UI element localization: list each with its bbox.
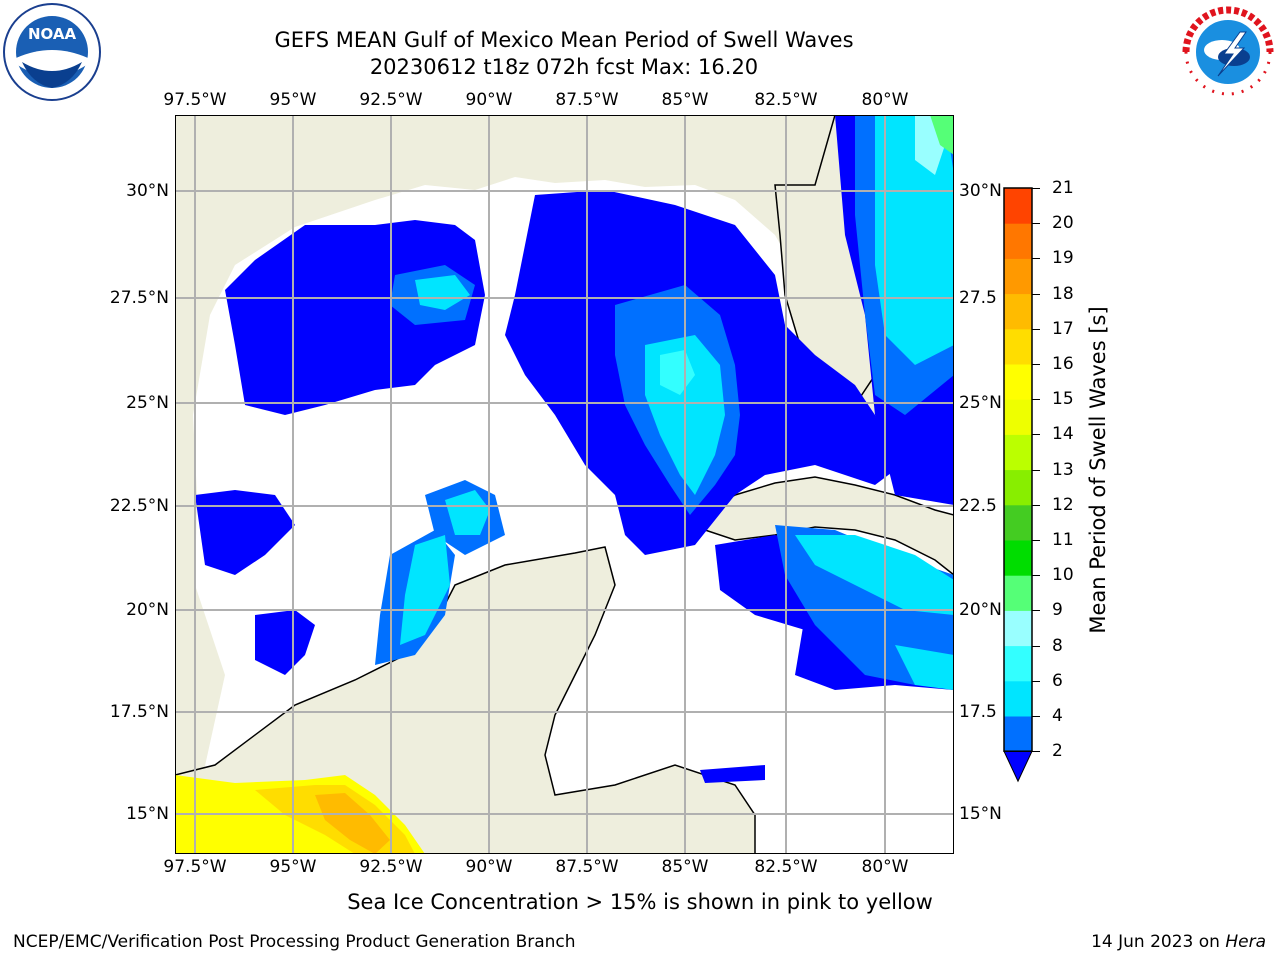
noaa-logo: NOAA bbox=[2, 2, 102, 106]
colorbar-segment bbox=[1004, 293, 1032, 330]
colorbar-segment bbox=[1004, 328, 1032, 365]
lon-tick-top: 87.5°W bbox=[555, 90, 619, 110]
graticule bbox=[175, 115, 954, 854]
colorbar-tick bbox=[1032, 188, 1040, 189]
footer-host: Hera bbox=[1225, 932, 1266, 952]
lon-tick-top: 90°W bbox=[465, 90, 513, 110]
colorbar-tick bbox=[1032, 540, 1040, 541]
colorbar-segment bbox=[1004, 504, 1032, 541]
lat-tick-left: 17.5°N bbox=[109, 702, 169, 722]
colorbar-segment bbox=[1004, 645, 1032, 682]
lat-tick-right: 25°N bbox=[959, 393, 1002, 413]
colorbar-segment bbox=[1004, 610, 1032, 647]
colorbar-segment bbox=[1004, 469, 1032, 506]
lon-tick-top: 82.5°W bbox=[754, 90, 818, 110]
colorbar-tick bbox=[1032, 645, 1040, 647]
colorbar-segment bbox=[1004, 575, 1032, 611]
colorbar-segment bbox=[1004, 680, 1032, 717]
lon-tick-bottom: 97.5°W bbox=[163, 857, 227, 877]
colorbar-label: 4 bbox=[1052, 706, 1063, 726]
colorbar-label: 10 bbox=[1052, 565, 1074, 586]
colorbar-label: 20 bbox=[1052, 213, 1074, 234]
colorbar-label: 2 bbox=[1052, 741, 1063, 762]
colorbar-title: Mean Period of Swell Waves [s] bbox=[1086, 306, 1110, 634]
colorbar-label: 11 bbox=[1052, 530, 1074, 550]
lat-tick-left: 22.5°N bbox=[109, 496, 169, 516]
lat-tick-right: 27.5 bbox=[959, 288, 997, 308]
colorbar-label: 8 bbox=[1052, 635, 1063, 656]
colorbar-segment bbox=[1004, 716, 1032, 752]
colorbar-label: 19 bbox=[1052, 248, 1074, 269]
colorbar-label: 13 bbox=[1052, 459, 1074, 480]
colorbar-segment bbox=[1004, 223, 1032, 259]
swell-period-field bbox=[195, 115, 954, 783]
lon-tick-top: 95°W bbox=[269, 90, 317, 110]
map-title: GEFS MEAN Gulf of Mexico Mean Period of … bbox=[274, 28, 854, 52]
colorbar-segment bbox=[1004, 364, 1032, 400]
yucatan-land bbox=[175, 546, 756, 854]
colorbar-tick bbox=[1032, 751, 1040, 753]
colorbar-label: 16 bbox=[1052, 354, 1074, 374]
lat-tick-left: 20°N bbox=[126, 600, 169, 620]
footer-date: 14 Jun 2023 on Hera bbox=[1091, 932, 1266, 952]
colorbar-segment bbox=[1004, 188, 1032, 224]
colorbar-label: 12 bbox=[1052, 494, 1074, 515]
lat-tick-left: 25°N bbox=[126, 393, 169, 413]
lon-tick-bottom: 95°W bbox=[269, 857, 317, 877]
colorbar-label: 14 bbox=[1052, 424, 1074, 445]
cuba-land bbox=[699, 476, 954, 576]
colorbar-tick bbox=[1032, 469, 1040, 471]
lon-tick-bottom: 80°W bbox=[861, 857, 909, 877]
colorbar-tick bbox=[1032, 434, 1040, 436]
lon-tick-bottom: 85°W bbox=[661, 857, 709, 877]
lon-tick-bottom: 87.5°W bbox=[555, 857, 619, 877]
colorbar-tick bbox=[1032, 293, 1040, 295]
lat-tick-right: 15°N bbox=[959, 804, 1002, 824]
lon-tick-top: 85°W bbox=[661, 90, 709, 110]
colorbar-label: 15 bbox=[1052, 389, 1074, 410]
colorbar-segment bbox=[1004, 434, 1032, 471]
gulf-of-mexico-map bbox=[175, 115, 954, 854]
colorbar-label: 21 bbox=[1052, 178, 1074, 198]
lat-tick-left: 27.5°N bbox=[109, 288, 169, 308]
colorbar-tick bbox=[1032, 364, 1040, 365]
colorbar-segment bbox=[1004, 258, 1032, 295]
colorbar-tick bbox=[1032, 575, 1040, 577]
colorbar-label: 6 bbox=[1052, 670, 1063, 691]
colorbar-segment bbox=[1004, 399, 1032, 435]
map-subtitle: 20230612 t18z 072h fcst Max: 16.20 bbox=[369, 55, 759, 79]
lon-tick-bottom: 82.5°W bbox=[754, 857, 818, 877]
colorbar-tick bbox=[1032, 716, 1040, 717]
svg-text:NOAA: NOAA bbox=[28, 25, 77, 43]
lon-tick-bottom: 92.5°W bbox=[359, 857, 423, 877]
lat-tick-right: 22.5 bbox=[959, 496, 997, 516]
nws-logo bbox=[1178, 2, 1278, 106]
colorbar-segment bbox=[1004, 540, 1032, 576]
lon-tick-bottom: 90°W bbox=[465, 857, 513, 877]
colorbar-label: 9 bbox=[1052, 600, 1063, 621]
colorbar-label: 18 bbox=[1052, 283, 1074, 304]
colorbar bbox=[1003, 187, 1033, 783]
colorbar-label: 17 bbox=[1052, 318, 1074, 339]
lon-tick-top: 80°W bbox=[861, 90, 909, 110]
footer-date-text: 14 Jun 2023 on bbox=[1091, 932, 1226, 952]
colorbar-tick bbox=[1032, 504, 1040, 506]
lat-tick-right: 20°N bbox=[959, 600, 1002, 620]
colorbar-under-extension bbox=[1003, 750, 1033, 783]
colorbar-tick bbox=[1032, 680, 1040, 682]
lon-tick-top: 92.5°W bbox=[359, 90, 423, 110]
colorbar-tick bbox=[1032, 223, 1040, 225]
colorbar-tick bbox=[1032, 610, 1040, 612]
lat-tick-right: 30°N bbox=[959, 181, 1002, 201]
lat-tick-left: 15°N bbox=[126, 804, 169, 824]
colorbar-tick bbox=[1032, 258, 1040, 260]
footer-credit: NCEP/EMC/Verification Post Processing Pr… bbox=[13, 932, 576, 952]
colorbar-tick bbox=[1032, 399, 1040, 401]
lat-tick-left: 30°N bbox=[126, 181, 169, 201]
lat-tick-right: 17.5 bbox=[959, 702, 997, 722]
lon-tick-top: 97.5°W bbox=[163, 90, 227, 110]
sea-ice-note: Sea Ice Concentration > 15% is shown in … bbox=[347, 890, 933, 914]
colorbar-tick bbox=[1032, 328, 1040, 330]
